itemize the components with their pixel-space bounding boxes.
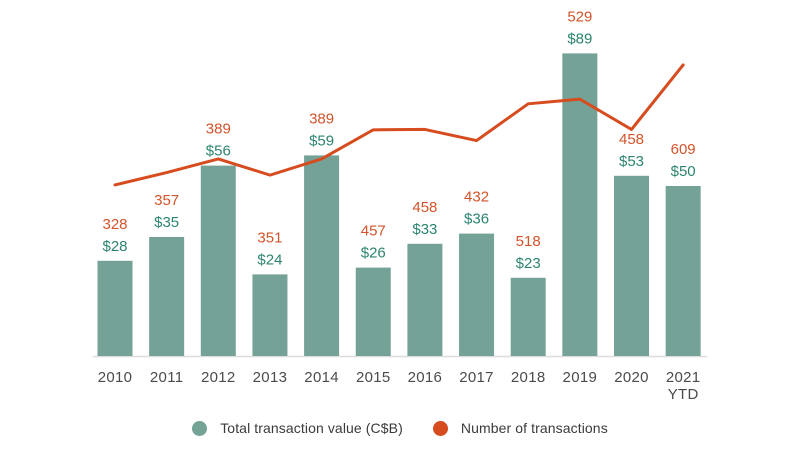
bar-2019	[562, 53, 598, 357]
transactions-count-label-2020: 458	[619, 131, 644, 148]
value-label-2010: $28	[102, 238, 127, 255]
bar-2017	[459, 233, 495, 356]
value-label-2014: $59	[309, 132, 334, 149]
transactions-count-label-2018: 518	[516, 233, 541, 250]
category-label-2011: 2011	[150, 369, 183, 386]
transactions-count-label-2014: 389	[309, 110, 334, 127]
transactions-count-label-2021: 609	[671, 141, 696, 158]
value-label-2012: $56	[206, 143, 231, 160]
transactions-count-label-2011: 357	[154, 192, 179, 209]
category-label-2012: 2012	[201, 369, 236, 386]
bar-2013	[252, 274, 288, 356]
bar-2018	[510, 277, 546, 356]
category-label-2017: 2017	[459, 369, 494, 386]
value-label-2013: $24	[257, 251, 282, 268]
bar-2012	[200, 165, 236, 356]
category-label-2018: 2018	[511, 369, 546, 386]
transactions-count-label-2013: 351	[257, 229, 282, 246]
category-label-2014: 2014	[304, 369, 339, 386]
category-label-2019: 2019	[563, 369, 598, 386]
legend-label-total-transaction-value: Total transaction value (C$B)	[220, 420, 403, 436]
legend-dot-number-of-transactions-icon	[432, 420, 448, 436]
value-label-2021: $50	[671, 163, 696, 180]
value-label-2016: $33	[412, 221, 437, 238]
category-label-2010: 2010	[98, 369, 133, 386]
category-label-2013: 2013	[253, 369, 288, 386]
value-label-2011: $35	[154, 214, 179, 231]
chart-canvas: 328 $28 2010 357 $35 2011 389 $56 2012 351 $24 2013…	[93, 8, 707, 403]
value-label-2018: $23	[516, 255, 541, 272]
transactions-count-label-2019: 529	[567, 8, 592, 25]
transactions-count-label-2015: 457	[361, 223, 386, 240]
legend-item-number-of-transactions: Number of transactions	[432, 420, 608, 436]
bar-2010	[97, 260, 133, 356]
legend-label-number-of-transactions: Number of transactions	[460, 420, 608, 436]
transactions-count-label-2010: 328	[102, 216, 127, 233]
chart-legend: Total transaction value (C$B) Number of …	[0, 405, 800, 451]
transactions-count-label-2012: 389	[206, 121, 231, 138]
category-label-2020: 2020	[614, 369, 649, 386]
transactions-count-label-2017: 432	[464, 189, 489, 206]
value-label-2020: $53	[619, 153, 644, 170]
bar-2014	[304, 155, 340, 356]
bar-2015	[355, 267, 391, 356]
category-label-2016: 2016	[408, 369, 443, 386]
category-label-2021: 2021 YTD	[666, 369, 701, 403]
value-label-2019: $89	[567, 30, 592, 47]
bar-2021	[665, 186, 701, 356]
transactions-line	[113, 63, 685, 187]
bar-2016	[407, 243, 443, 356]
legend-dot-total-transaction-value-icon	[192, 420, 208, 436]
category-label-2015: 2015	[356, 369, 391, 386]
transactions-count-label-2016: 458	[412, 199, 437, 216]
value-label-2017: $36	[464, 211, 489, 228]
legend-item-total-transaction-value: Total transaction value (C$B)	[192, 420, 403, 436]
bar-2011	[149, 237, 185, 356]
value-label-2015: $26	[361, 245, 386, 262]
bar-2020	[614, 175, 649, 356]
